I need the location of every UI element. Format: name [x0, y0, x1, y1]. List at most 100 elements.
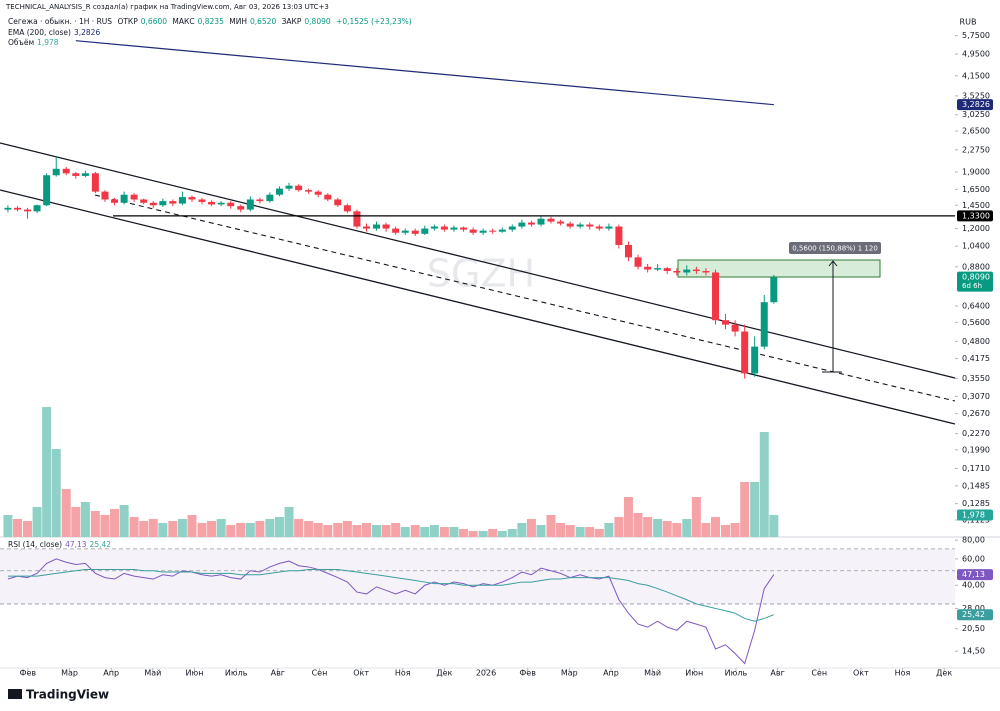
y-tick-label: 0,2670: [962, 409, 990, 418]
x-tick-label: Сен: [312, 669, 328, 678]
volume-bar: [672, 523, 682, 537]
measure-arrow: [828, 260, 838, 267]
volume-bar: [604, 523, 614, 537]
candle-body: [508, 226, 516, 230]
ohlc-name: МАКС: [172, 17, 195, 26]
volume-bar: [100, 515, 110, 537]
volume-bar: [3, 515, 13, 537]
y-tick-label: 0,2270: [962, 429, 990, 438]
volume-bar: [12, 519, 22, 537]
volume-bar: [168, 521, 178, 537]
x-tick-label: Ноя: [395, 669, 411, 678]
candle-body: [401, 230, 409, 233]
y-tick-label: 1,6500: [962, 185, 990, 194]
candle-body: [683, 269, 691, 273]
candle-body: [363, 226, 371, 229]
volume-bar: [139, 521, 149, 537]
y-tick-label: 3,5250: [962, 91, 990, 100]
candle-body: [731, 324, 739, 332]
volume-bar: [585, 527, 595, 537]
y-tick-label: 0,3070: [962, 392, 990, 401]
volume-value: 1,978: [37, 38, 59, 47]
candle-body: [324, 194, 332, 200]
volume-label-box: [957, 509, 993, 521]
candle-body: [644, 266, 652, 270]
volume-bar: [22, 521, 32, 537]
volume-label: 1,978: [962, 511, 985, 520]
candle-body: [208, 201, 216, 205]
volume-bar: [391, 523, 401, 537]
ema-line: [75, 40, 774, 106]
x-tick-label: Июн: [685, 669, 703, 678]
candle-body: [130, 194, 138, 200]
y-tick-label: 0,5600: [962, 318, 990, 327]
volume-bar: [614, 517, 624, 537]
candle-body: [237, 206, 245, 210]
candle-body: [178, 197, 186, 204]
volume-bar: [274, 517, 284, 537]
candle-body: [343, 205, 351, 212]
volume-bar: [633, 513, 643, 537]
volume-bar: [594, 529, 604, 537]
volume-bar: [682, 519, 692, 537]
volume-layer: [3, 407, 779, 537]
volume-bar: [400, 527, 410, 537]
volume-bar: [759, 432, 769, 537]
candle-body: [576, 224, 584, 227]
x-tick-label: Дек: [936, 669, 952, 678]
candle-body: [62, 168, 70, 174]
y-tick-label: 5,7500: [962, 31, 990, 40]
candle-body: [547, 218, 555, 222]
volume-bar: [546, 515, 556, 537]
rsi-label-box: [957, 569, 993, 581]
x-tick-label: Июль: [725, 669, 748, 678]
candle-body: [159, 201, 167, 206]
candle-body: [634, 257, 642, 267]
rsi-tick-label: 28,00: [962, 604, 985, 613]
volume-name: Объём: [8, 38, 35, 47]
rsi-line: [7, 558, 775, 665]
candle-body: [4, 207, 12, 210]
candle-body: [440, 226, 448, 230]
candle-body: [702, 271, 710, 273]
candle-body: [741, 331, 749, 374]
volume-bar: [119, 505, 129, 537]
candle-body: [373, 224, 381, 229]
volume-bar: [488, 529, 498, 537]
volume-bar: [769, 515, 779, 537]
candle-body: [52, 168, 60, 176]
volume-bar: [439, 527, 449, 537]
volume-bar: [449, 527, 459, 537]
candle-body: [712, 272, 720, 321]
candle-body: [33, 205, 41, 212]
y-tick-label: 2,6500: [962, 127, 990, 136]
volume-bar: [187, 515, 197, 537]
drawings: 0,5600 (150,88%) 1 120: [0, 142, 956, 425]
volume-bar: [323, 525, 333, 537]
background: SGZH: [0, 252, 1000, 669]
volume-bar: [148, 519, 158, 537]
volume-bar: [32, 507, 42, 537]
ohlc-value: 0,6600: [140, 17, 168, 26]
symbol: Сегежа · обыкн. · 1Н · RUS: [8, 17, 113, 26]
x-tick-label: Июн: [186, 669, 204, 678]
volume-bar: [536, 525, 546, 537]
volume-bar: [468, 531, 478, 537]
volume-bar: [362, 523, 372, 537]
x-tick-label: Ноя: [895, 669, 911, 678]
candle-body: [460, 227, 468, 230]
volume-bar: [565, 525, 575, 537]
volume-bar: [526, 519, 536, 537]
x-tick-label: Фев: [20, 669, 37, 678]
price-label: 0,8090: [962, 273, 990, 282]
candle-body: [479, 230, 487, 233]
candle-body: [91, 173, 99, 192]
candle-body: [285, 185, 293, 189]
volume-bar: [177, 519, 187, 537]
candle-body: [469, 229, 477, 233]
candle-body: [498, 229, 506, 232]
candle-body: [101, 191, 109, 200]
x-tick-label: Фев: [519, 669, 536, 678]
rsi-name: RSI (14, close): [8, 540, 63, 549]
